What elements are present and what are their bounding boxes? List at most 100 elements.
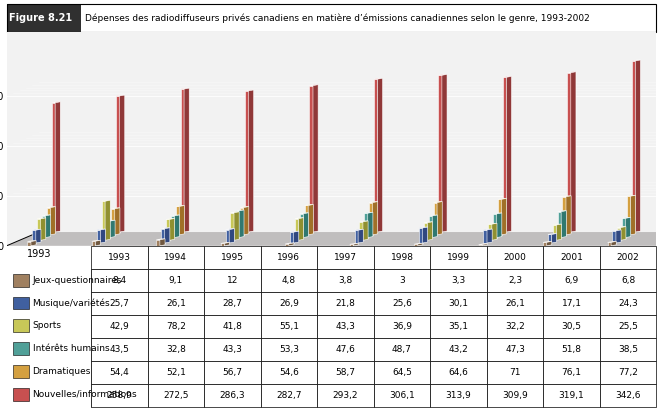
Polygon shape bbox=[239, 210, 244, 238]
Text: Musique/variétés: Musique/variétés bbox=[32, 298, 110, 308]
Polygon shape bbox=[156, 239, 165, 240]
Bar bbox=[627, 196, 631, 235]
Polygon shape bbox=[47, 207, 56, 208]
Polygon shape bbox=[482, 244, 487, 246]
Polygon shape bbox=[418, 243, 423, 246]
Bar bbox=[240, 208, 244, 235]
Polygon shape bbox=[7, 232, 663, 246]
Bar bbox=[483, 230, 487, 243]
Polygon shape bbox=[632, 60, 640, 61]
Bar bbox=[300, 214, 303, 238]
Polygon shape bbox=[50, 207, 56, 235]
Polygon shape bbox=[363, 221, 368, 240]
Bar bbox=[414, 244, 418, 246]
Text: Dépenses des radiodiffuseurs privés canadiens en matière d’émissions canadiennes: Dépenses des radiodiffuseurs privés cana… bbox=[85, 14, 589, 23]
Polygon shape bbox=[40, 218, 46, 240]
Bar bbox=[369, 203, 373, 235]
Bar bbox=[13, 296, 29, 309]
Polygon shape bbox=[180, 88, 189, 89]
Bar bbox=[364, 213, 368, 238]
Polygon shape bbox=[507, 76, 511, 232]
Bar bbox=[111, 209, 115, 235]
Polygon shape bbox=[429, 215, 438, 216]
Polygon shape bbox=[622, 217, 631, 218]
Polygon shape bbox=[55, 102, 60, 232]
Polygon shape bbox=[359, 221, 368, 222]
Polygon shape bbox=[568, 72, 576, 73]
Bar bbox=[285, 244, 289, 246]
Bar bbox=[116, 96, 119, 232]
Polygon shape bbox=[434, 201, 442, 203]
Bar bbox=[13, 274, 29, 286]
Polygon shape bbox=[27, 240, 36, 242]
Polygon shape bbox=[101, 200, 110, 201]
Bar bbox=[419, 228, 422, 243]
Polygon shape bbox=[303, 213, 308, 238]
Bar bbox=[543, 242, 546, 246]
Polygon shape bbox=[97, 229, 105, 230]
Bar bbox=[438, 75, 442, 232]
Polygon shape bbox=[225, 229, 234, 230]
Polygon shape bbox=[553, 224, 562, 225]
Bar bbox=[290, 232, 294, 243]
Polygon shape bbox=[369, 202, 378, 203]
Polygon shape bbox=[364, 212, 373, 213]
Bar bbox=[424, 223, 428, 240]
Polygon shape bbox=[224, 242, 229, 246]
Polygon shape bbox=[46, 215, 50, 238]
Polygon shape bbox=[617, 226, 626, 228]
Bar bbox=[493, 214, 497, 238]
Polygon shape bbox=[501, 199, 507, 235]
Polygon shape bbox=[349, 243, 359, 244]
Bar bbox=[562, 197, 566, 235]
Bar bbox=[47, 208, 50, 235]
Polygon shape bbox=[627, 195, 636, 196]
Polygon shape bbox=[164, 228, 170, 243]
Bar bbox=[176, 206, 179, 235]
Polygon shape bbox=[488, 223, 497, 224]
Polygon shape bbox=[160, 239, 165, 246]
Bar bbox=[101, 201, 105, 240]
Text: Sports: Sports bbox=[32, 321, 62, 330]
Polygon shape bbox=[313, 85, 318, 232]
Bar bbox=[553, 225, 556, 240]
Bar bbox=[607, 242, 611, 246]
Polygon shape bbox=[285, 243, 294, 244]
Polygon shape bbox=[32, 229, 41, 230]
Polygon shape bbox=[171, 215, 180, 216]
Bar bbox=[92, 241, 95, 246]
Polygon shape bbox=[300, 213, 308, 214]
Polygon shape bbox=[294, 231, 299, 243]
Polygon shape bbox=[289, 243, 294, 246]
Bar bbox=[156, 240, 160, 246]
Bar bbox=[374, 79, 377, 232]
Bar bbox=[355, 230, 358, 243]
Bar bbox=[13, 319, 29, 332]
Bar bbox=[32, 230, 36, 243]
Polygon shape bbox=[616, 230, 621, 243]
Polygon shape bbox=[116, 95, 125, 96]
Text: Dramatiques: Dramatiques bbox=[32, 367, 91, 376]
Polygon shape bbox=[561, 211, 566, 238]
Polygon shape bbox=[95, 240, 101, 246]
Bar bbox=[349, 244, 353, 246]
Bar bbox=[498, 199, 501, 235]
Polygon shape bbox=[92, 240, 101, 241]
Bar bbox=[180, 89, 184, 232]
Polygon shape bbox=[229, 229, 234, 243]
Polygon shape bbox=[432, 215, 438, 238]
Bar bbox=[13, 365, 29, 378]
Polygon shape bbox=[562, 196, 571, 197]
Polygon shape bbox=[111, 208, 120, 209]
Bar bbox=[568, 73, 571, 232]
Bar bbox=[548, 235, 552, 243]
Polygon shape bbox=[613, 230, 621, 231]
Polygon shape bbox=[231, 212, 239, 213]
Polygon shape bbox=[635, 60, 640, 232]
Polygon shape bbox=[422, 227, 428, 243]
Polygon shape bbox=[483, 229, 492, 230]
Polygon shape bbox=[571, 72, 576, 232]
Polygon shape bbox=[368, 212, 373, 238]
Bar bbox=[42, 216, 46, 238]
Polygon shape bbox=[100, 229, 105, 243]
